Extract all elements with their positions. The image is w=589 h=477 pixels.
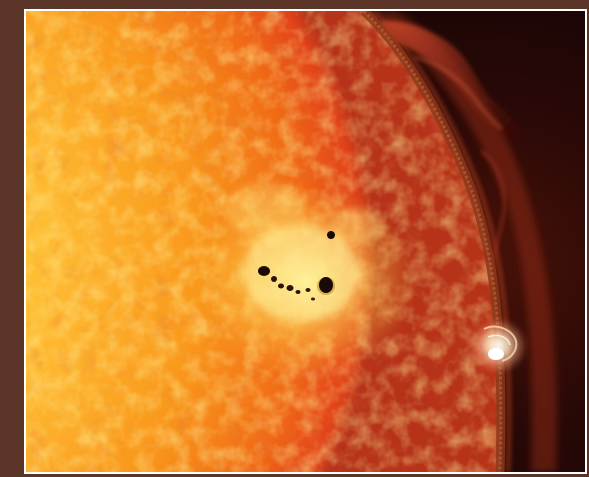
sun-photograph <box>24 9 587 474</box>
coronal-glow <box>366 11 557 472</box>
solar-flare <box>468 318 528 374</box>
sunspot-group <box>258 231 335 301</box>
sun-photo-canvas <box>26 11 585 472</box>
